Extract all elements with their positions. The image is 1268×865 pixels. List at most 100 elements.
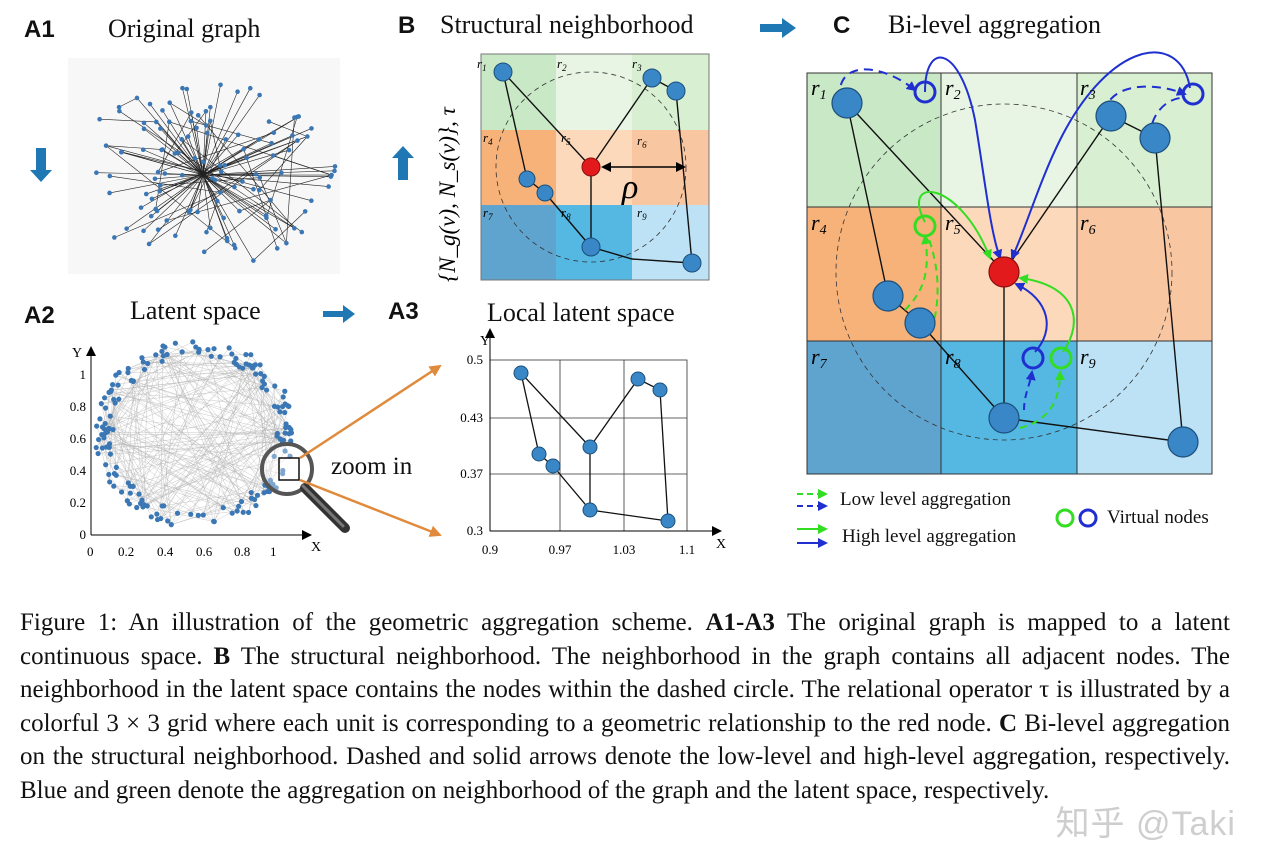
legend	[797, 489, 1098, 548]
latent-node	[154, 511, 160, 517]
graph-node	[217, 163, 223, 168]
latent-node	[267, 477, 274, 483]
latent-node	[153, 352, 159, 358]
graph-node	[179, 137, 185, 142]
zoom-in-label: zoom in	[331, 453, 413, 480]
a2-y-tick: 0.4	[70, 463, 87, 478]
graph-node	[140, 147, 146, 153]
graph-node	[269, 140, 274, 146]
graph-node	[279, 170, 284, 176]
graph-node	[184, 86, 190, 92]
graph-node	[332, 164, 338, 169]
latent-node	[145, 360, 151, 367]
graph-node	[208, 225, 213, 231]
caption-b-label: B	[213, 642, 231, 670]
graph-node	[173, 233, 178, 239]
a3-y-tick: 0.5	[467, 352, 483, 367]
neighborhood-formula: {N_g(v), N_s(v)}, τ	[435, 106, 460, 282]
latent-node	[107, 413, 113, 419]
graph-node	[212, 177, 218, 183]
graph-node	[152, 176, 158, 182]
graph-node	[235, 132, 241, 138]
graph-node	[328, 174, 334, 179]
latent-node	[154, 516, 161, 523]
graph-node	[149, 196, 155, 202]
latent-node	[139, 355, 145, 361]
latent-node	[113, 464, 119, 470]
latent-node	[127, 490, 133, 496]
graph-node	[134, 95, 140, 101]
latent-node	[195, 512, 201, 518]
latent-node	[263, 387, 270, 393]
latent-node	[110, 427, 116, 433]
graph-node	[107, 173, 113, 179]
graph-node	[143, 191, 149, 197]
latent-node	[113, 472, 119, 478]
latent-node	[125, 480, 131, 486]
latent-node	[280, 394, 286, 400]
latent-node	[134, 504, 140, 511]
latent-node	[274, 433, 280, 439]
latent-node	[260, 378, 266, 384]
graph-node	[188, 118, 194, 124]
panel-a2-title: Latent space	[130, 296, 261, 325]
graph-node	[257, 92, 262, 98]
graph-node	[107, 190, 112, 196]
latent-node	[271, 453, 277, 459]
graph-node	[326, 184, 331, 189]
graph-node	[172, 151, 178, 156]
latent-node	[240, 509, 246, 515]
graph-node	[186, 209, 192, 215]
latent-node	[99, 445, 106, 451]
graph-node	[162, 171, 168, 176]
graph-node	[290, 133, 295, 138]
latent-node	[109, 382, 116, 388]
panel-arrows	[30, 18, 796, 323]
caption-fig: Figure 1:	[20, 609, 118, 636]
graph-node	[155, 169, 161, 175]
graph-node	[158, 126, 163, 131]
panel-a1-title: Original graph	[108, 14, 261, 43]
latent-node	[286, 424, 292, 431]
graph-node	[203, 123, 209, 128]
graph-node	[175, 150, 181, 156]
svg-text:r5: r5	[561, 130, 571, 147]
latent-node	[217, 354, 223, 360]
graph-node	[231, 242, 237, 248]
latent-node	[102, 405, 109, 411]
latent-node	[118, 489, 125, 495]
graph-node	[284, 240, 289, 246]
latent-node	[200, 512, 206, 518]
latent-node	[277, 409, 283, 415]
latent-node	[282, 409, 288, 416]
graph-node	[201, 249, 207, 255]
structural-neighborhood-grid: r1 r2 r3 r4 r5 r6 r7 r8 r9 ρ {N_g(v), N_…	[435, 53, 710, 282]
graph-node	[263, 213, 269, 218]
latent-node	[283, 421, 289, 427]
latent-node	[253, 502, 259, 509]
latent-node	[270, 481, 276, 488]
graph-node	[224, 238, 230, 244]
svg-text:r7: r7	[483, 205, 493, 222]
graph-node	[167, 100, 173, 105]
graph-node	[141, 126, 147, 132]
a3-y-label: Y	[480, 334, 490, 349]
graph-node	[218, 190, 223, 195]
latent-node	[106, 389, 112, 395]
a3-x-tick: 1.1	[679, 542, 695, 557]
latent-node	[106, 471, 112, 478]
graph-node	[160, 108, 165, 113]
a2-x-tick: 0.8	[234, 544, 250, 559]
graph-node	[204, 229, 209, 235]
a3-y-tick: 0.3	[467, 523, 483, 538]
latent-node	[188, 511, 194, 517]
graph-node	[256, 137, 262, 142]
graph-node	[103, 143, 109, 148]
a2-y-tick: 0	[80, 527, 87, 542]
svg-text:r1: r1	[477, 56, 487, 73]
a2-x-tick: 0.6	[196, 544, 213, 559]
graph-node	[141, 120, 147, 126]
latent-node	[233, 355, 239, 362]
latent-node	[106, 425, 112, 431]
latent-node	[248, 352, 254, 358]
